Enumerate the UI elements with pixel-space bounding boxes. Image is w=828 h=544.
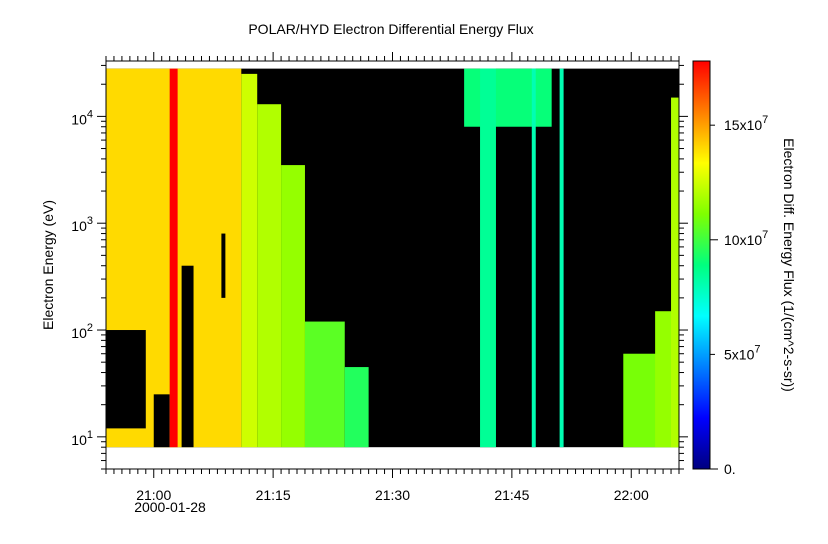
- y-tick-label: 103: [71, 215, 93, 234]
- colorbar-tick-label: 15x107: [724, 114, 768, 133]
- flux-region: [531, 68, 536, 448]
- colorbar-title: Electron Diff. Energy Flux (1/(cm^2-s-sr…: [781, 138, 797, 392]
- flux-region: [344, 367, 369, 448]
- y-tick-label: 102: [71, 322, 93, 341]
- flux-region: [257, 104, 282, 448]
- y-axis: 101 102 103 104: [71, 64, 688, 470]
- flux-region: [464, 68, 552, 127]
- flux-region: [304, 321, 345, 448]
- x-tick-label: 22:00: [614, 487, 649, 503]
- x-tick-label: 21:30: [375, 487, 410, 503]
- flux-region: [241, 73, 258, 448]
- y-axis-title: Electron Energy (eV): [40, 200, 56, 330]
- colorbar-tick-label: 0.: [724, 461, 736, 477]
- x-axis: 21:00 21:15 21:30 21:45 22:00: [105, 52, 680, 503]
- colorbar-axis: 0. 5x107 10x107 15x107: [710, 114, 768, 477]
- low-flux-region: [221, 233, 226, 298]
- x-date-label: 2000-01-28: [134, 499, 206, 515]
- y-tick-label: 104: [71, 108, 93, 127]
- x-tick-label: 21:45: [494, 487, 529, 503]
- flux-region: [559, 68, 564, 448]
- heatmap-layer: [106, 68, 679, 448]
- low-flux-region: [153, 394, 170, 448]
- flux-region: [671, 97, 679, 448]
- x-tick-label: 21:00: [136, 487, 171, 503]
- low-flux-region: [181, 265, 194, 448]
- low-flux-region: [106, 330, 146, 429]
- y-tick-label: 101: [71, 429, 93, 448]
- x-tick-label: 21:15: [256, 487, 291, 503]
- bright-streak: [169, 68, 178, 448]
- colorbar-tick-label: 10x107: [724, 229, 768, 248]
- colorbar: [692, 60, 711, 470]
- chart-title: POLAR/HYD Electron Differential Energy F…: [248, 21, 533, 37]
- colorbar-tick-label: 5x107: [724, 343, 761, 362]
- flux-region: [281, 165, 305, 448]
- flux-region: [480, 68, 496, 448]
